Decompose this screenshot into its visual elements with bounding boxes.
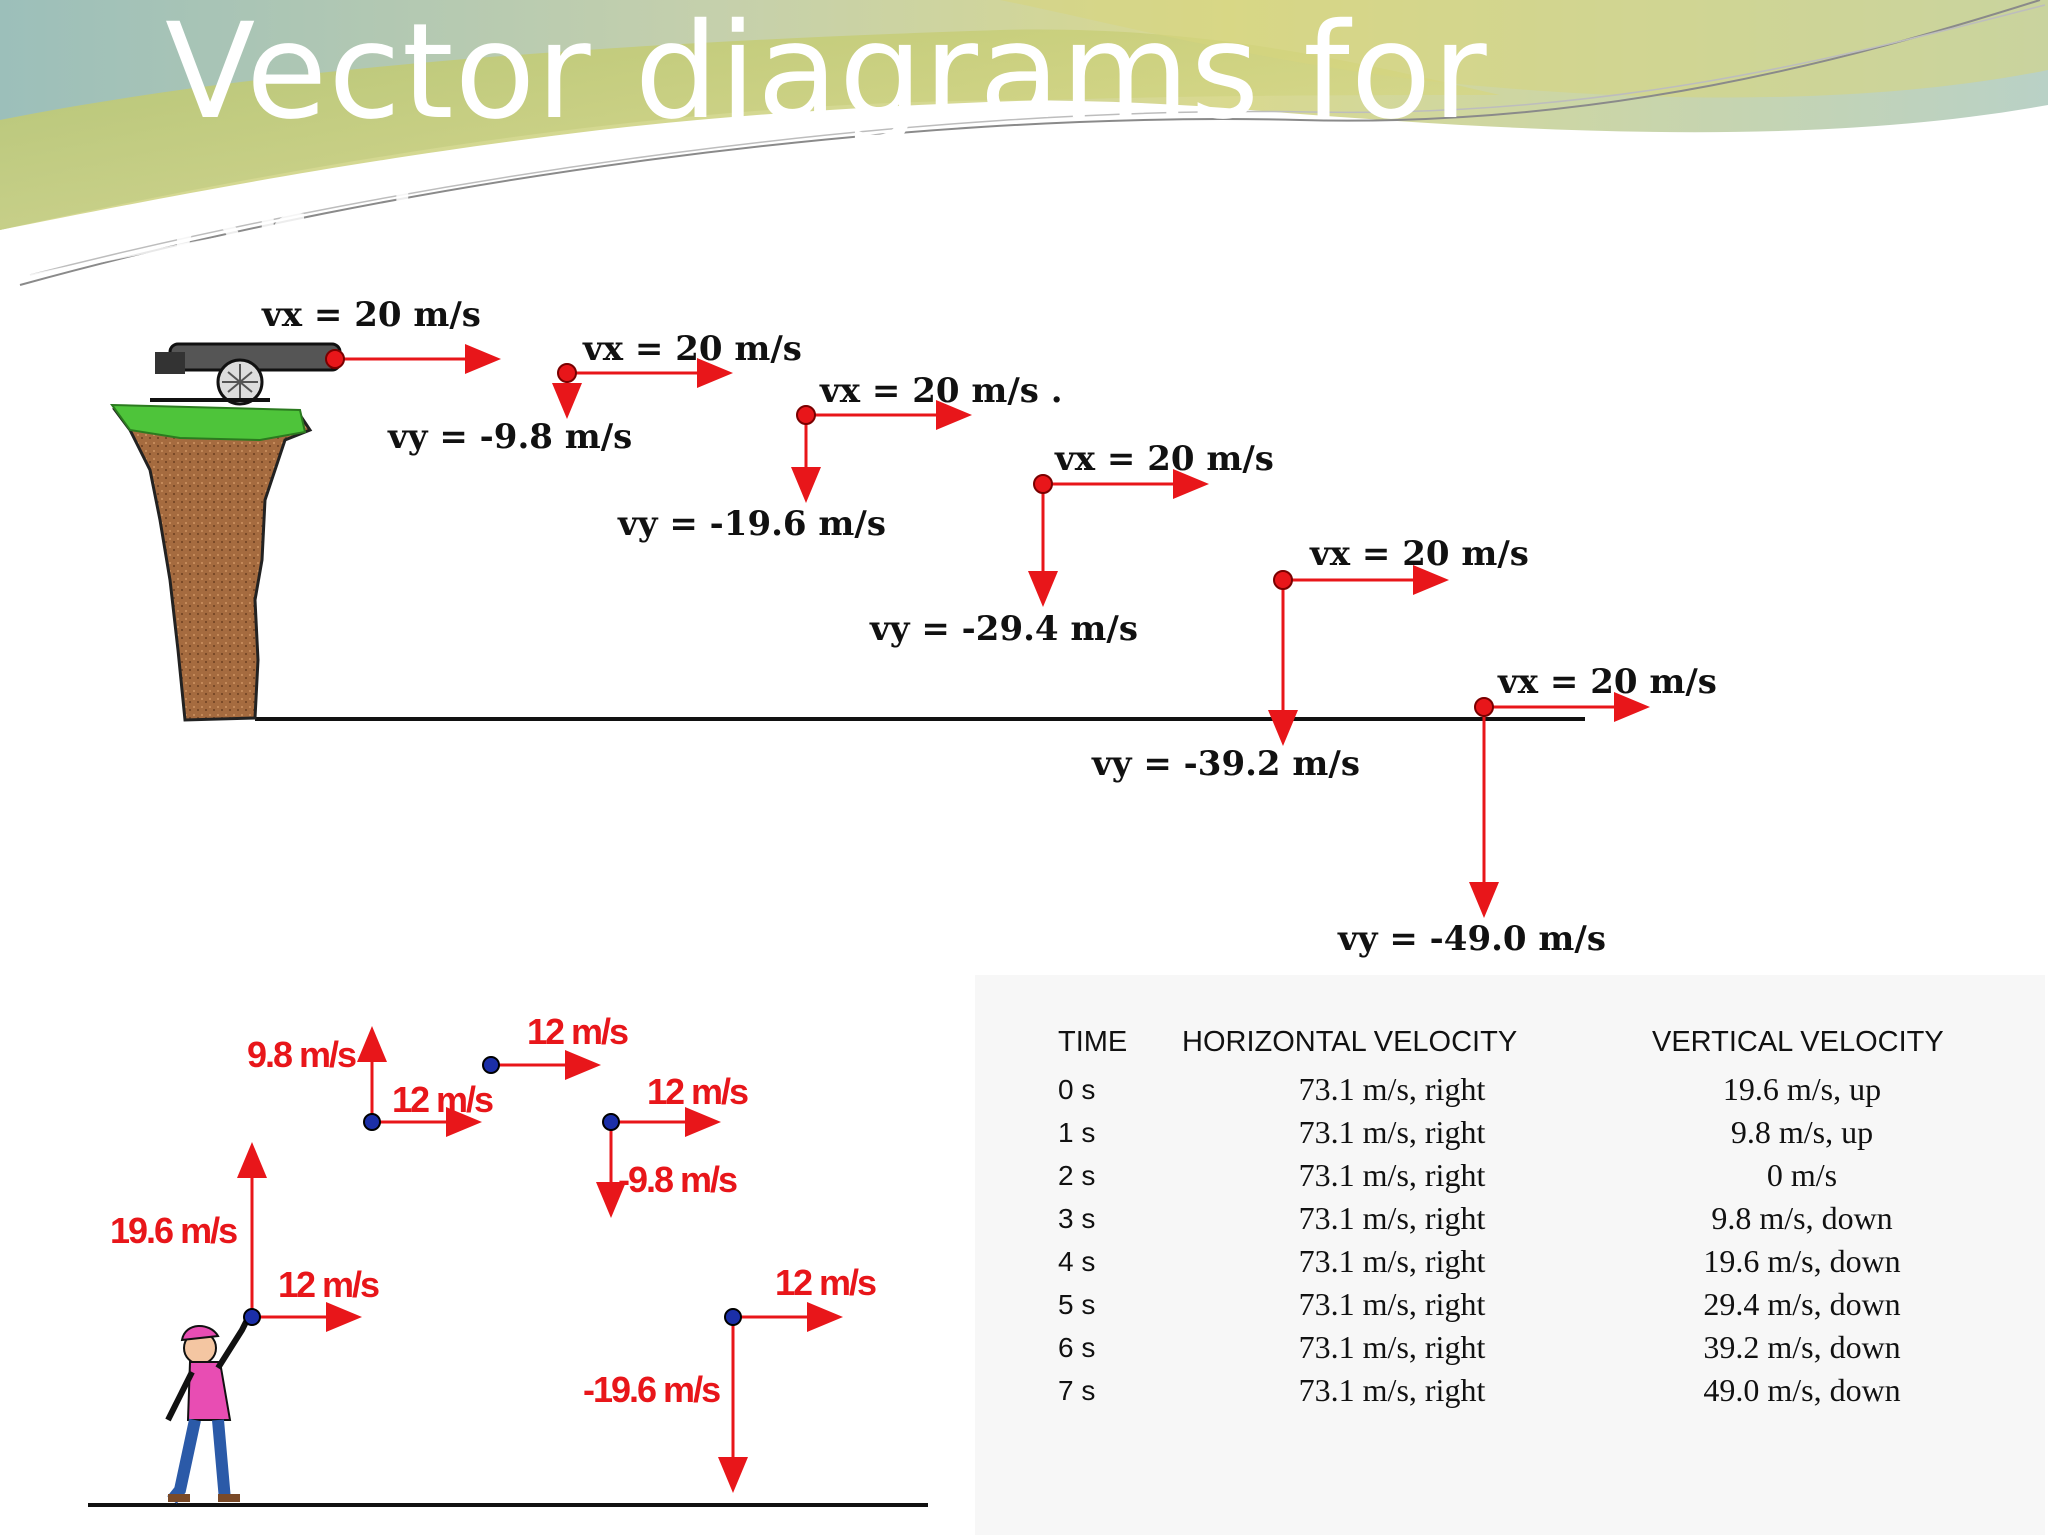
table-panel bbox=[975, 975, 2045, 1535]
ball-point bbox=[243, 1308, 261, 1326]
time-cell: 7 s bbox=[1058, 1374, 1096, 1406]
vertical-cell: 0 m/s bbox=[1766, 1157, 1838, 1193]
horizontal-cell: 73.1 m/s, right bbox=[1298, 1286, 1486, 1322]
table-row: 5 s 73.1 m/s, right 29.4 m/s, down bbox=[1058, 1283, 1952, 1326]
velocity-table: TIME HORIZONTAL VELOCITY VERTICAL VELOCI… bbox=[1058, 1022, 1952, 1412]
projectile-point bbox=[1273, 570, 1293, 590]
time-cell: 1 s bbox=[1058, 1116, 1096, 1148]
ball-vy-label: -19.6 m/s bbox=[583, 1369, 720, 1410]
table-row: 2 s 73.1 m/s, right 0 m/s bbox=[1058, 1154, 1952, 1197]
ball-vector-group: 12 m/s 19.6 m/s 12 m/s 9.8 m/s 12 m/s 12 m/s -… bbox=[110, 1011, 878, 1493]
vy-label: vy = -19.6 m/s bbox=[617, 504, 886, 544]
projectile-point bbox=[557, 363, 577, 383]
vx-label: vx = 20 m/s bbox=[582, 329, 802, 369]
projectile-point bbox=[796, 405, 816, 425]
vertical-cell: 9.8 m/s, down bbox=[1711, 1200, 1893, 1236]
horizontal-cell: 73.1 m/s, right bbox=[1298, 1329, 1486, 1365]
person-throwing-icon bbox=[165, 1316, 251, 1504]
vx-label: vx = 20 m/s bbox=[1309, 534, 1529, 574]
header-swoosh bbox=[0, 0, 2048, 286]
header-vertical-velocity: VERTICAL VELOCITY bbox=[1652, 1025, 1944, 1058]
projectile-point bbox=[1033, 474, 1053, 494]
horizontal-cell: 73.1 m/s, right bbox=[1298, 1071, 1486, 1107]
ball-point bbox=[724, 1308, 742, 1326]
vx-label: vx = 20 m/s bbox=[1054, 439, 1274, 479]
vertical-cell: 49.0 m/s, down bbox=[1703, 1372, 1901, 1408]
vx-label: vx = 20 m/s bbox=[261, 295, 481, 335]
ball-point bbox=[602, 1113, 620, 1131]
table-row: 6 s 73.1 m/s, right 39.2 m/s, down bbox=[1058, 1326, 1952, 1369]
time-cell: 3 s bbox=[1058, 1202, 1096, 1234]
table-row: 3 s 73.1 m/s, right 9.8 m/s, down bbox=[1058, 1197, 1952, 1240]
table-header-row: TIME HORIZONTAL VELOCITY VERTICAL VELOCI… bbox=[1058, 1022, 1952, 1068]
vy-label: vy = -39.2 m/s bbox=[1091, 744, 1360, 784]
ball-point bbox=[363, 1113, 381, 1131]
horizontal-cell: 73.1 m/s, right bbox=[1298, 1200, 1486, 1236]
vertical-cell: 19.6 m/s, down bbox=[1703, 1243, 1901, 1279]
horizontal-cell: 73.1 m/s, right bbox=[1298, 1243, 1486, 1279]
ball-vx-label: 12 m/s bbox=[527, 1011, 628, 1052]
projectile-point bbox=[325, 349, 345, 369]
table-row: 7 s 73.1 m/s, right 49.0 m/s, down bbox=[1058, 1369, 1952, 1412]
cliff-diagram: vx = 20 m/s vx = 20 m/s vy = -9.8 m/s vx = … bbox=[110, 295, 1717, 959]
time-cell: 5 s bbox=[1058, 1288, 1096, 1320]
cliff-vector-group: vx = 20 m/s vx = 20 m/s vy = -9.8 m/s vx = … bbox=[261, 295, 1717, 959]
ball-vy-label: 19.6 m/s bbox=[110, 1210, 237, 1251]
ball-vy-label: 9.8 m/s bbox=[247, 1034, 356, 1075]
horizontal-cell: 73.1 m/s, right bbox=[1298, 1372, 1486, 1408]
ball-point bbox=[482, 1056, 500, 1074]
vx-label: vx = 20 m/s bbox=[1497, 662, 1717, 702]
horizontal-cell: 73.1 m/s, right bbox=[1298, 1114, 1486, 1150]
ball-vx-label: 12 m/s bbox=[392, 1079, 493, 1120]
slide-title-line-1: Vector diagrams for bbox=[165, 0, 1488, 149]
table-row: 4 s 73.1 m/s, right 19.6 m/s, down bbox=[1058, 1240, 1952, 1283]
projectile-point bbox=[1474, 697, 1494, 717]
velocity-table-body: 0 s 73.1 m/s, right 19.6 m/s, up 1 s 73.1 m/… bbox=[1058, 1068, 1952, 1412]
ball-vx-label: 12 m/s bbox=[775, 1262, 876, 1303]
ball-vx-label: 12 m/s bbox=[278, 1264, 379, 1305]
vx-label: vx = 20 m/s . bbox=[819, 371, 1063, 411]
vertical-cell: 39.2 m/s, down bbox=[1703, 1329, 1901, 1365]
horizontal-cell: 73.1 m/s, right bbox=[1298, 1157, 1486, 1193]
ball-vx-label: 12 m/s bbox=[647, 1071, 748, 1112]
vertical-cell: 9.8 m/s, up bbox=[1730, 1114, 1874, 1150]
ball-vy-label: -9.8 m/s bbox=[618, 1159, 737, 1200]
cliff-diagram-panel bbox=[40, 293, 1825, 965]
slide-title-line-2: projectile motion bbox=[165, 165, 1299, 319]
vy-label: vy = -9.8 m/s bbox=[387, 417, 632, 457]
table-row: 0 s 73.1 m/s, right 19.6 m/s, up bbox=[1058, 1068, 1952, 1111]
table-row: 1 s 73.1 m/s, right 9.8 m/s, up bbox=[1058, 1111, 1952, 1154]
time-cell: 0 s bbox=[1058, 1073, 1096, 1105]
header-time: TIME bbox=[1058, 1025, 1128, 1058]
cannon-icon bbox=[150, 342, 342, 406]
time-cell: 2 s bbox=[1058, 1159, 1096, 1191]
vy-label: vy = -29.4 m/s bbox=[869, 609, 1138, 649]
time-cell: 6 s bbox=[1058, 1331, 1096, 1363]
cliff-icon bbox=[110, 403, 313, 722]
header-horizontal-velocity: HORIZONTAL VELOCITY bbox=[1182, 1025, 1518, 1058]
vertical-cell: 19.6 m/s, up bbox=[1722, 1071, 1882, 1107]
vy-label: vy = -49.0 m/s bbox=[1337, 919, 1606, 959]
time-cell: 4 s bbox=[1058, 1245, 1096, 1277]
vertical-cell: 29.4 m/s, down bbox=[1703, 1286, 1901, 1322]
